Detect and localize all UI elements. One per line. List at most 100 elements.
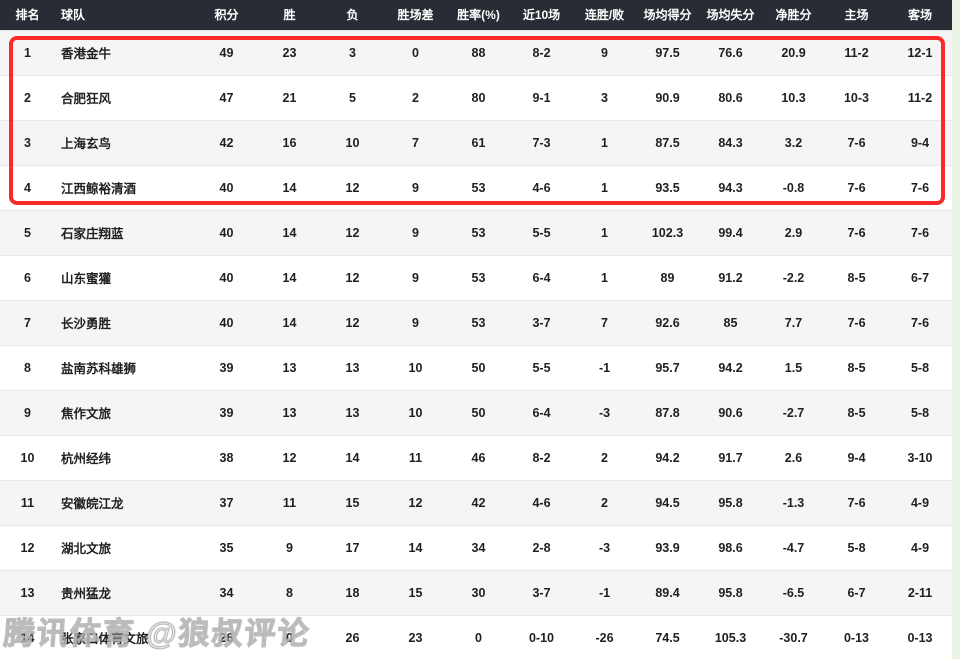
cell-avg_allowed: 90.6	[699, 389, 762, 435]
cell-losses: 13	[321, 344, 384, 390]
cell-games_behind: 9	[384, 299, 447, 345]
cell-rank: 14	[0, 614, 55, 659]
cell-away_record: 7-6	[888, 209, 952, 255]
cell-avg_scored: 87.5	[636, 119, 699, 165]
cell-games_behind: 12	[384, 479, 447, 525]
cell-avg_scored: 89	[636, 254, 699, 300]
cell-win_pct: 50	[447, 344, 510, 390]
cell-rank: 13	[0, 569, 55, 615]
cell-home_record: 7-6	[825, 479, 888, 525]
cell-losses: 12	[321, 299, 384, 345]
cell-last10: 3-7	[510, 569, 573, 615]
cell-losses: 12	[321, 164, 384, 210]
cell-wins: 13	[258, 344, 321, 390]
cell-wins: 14	[258, 164, 321, 210]
cell-games_behind: 10	[384, 389, 447, 435]
cell-games_behind: 9	[384, 164, 447, 210]
cell-avg_scored: 94.2	[636, 434, 699, 480]
cell-avg_scored: 87.8	[636, 389, 699, 435]
cell-losses: 13	[321, 389, 384, 435]
cell-last10: 5-5	[510, 209, 573, 255]
team-name-cell: 张家口体育文旅	[55, 614, 195, 659]
cell-avg_allowed: 98.6	[699, 524, 762, 570]
cell-point_diff: -0.8	[762, 164, 825, 210]
cell-point_diff: -30.7	[762, 614, 825, 659]
cell-point_diff: -1.3	[762, 479, 825, 525]
column-header-point_diff: 净胜分	[762, 0, 825, 30]
cell-win_pct: 42	[447, 479, 510, 525]
table-row-team-1: 1 香港金牛 49 23 3 0 88 8-2 9 97.5 76.6 20.9 11-2 12-1	[0, 29, 952, 75]
cell-avg_allowed: 95.8	[699, 479, 762, 525]
cell-home_record: 8-5	[825, 254, 888, 300]
cell-streak: -26	[573, 614, 636, 659]
cell-avg_allowed: 80.6	[699, 74, 762, 120]
cell-point_diff: 7.7	[762, 299, 825, 345]
cell-losses: 17	[321, 524, 384, 570]
cell-losses: 10	[321, 119, 384, 165]
cell-win_pct: 53	[447, 164, 510, 210]
team-name-cell: 上海玄鸟	[55, 119, 195, 165]
cell-points: 40	[195, 254, 258, 300]
cell-avg_allowed: 91.2	[699, 254, 762, 300]
team-name-cell: 石家庄翔蓝	[55, 209, 195, 255]
cell-rank: 7	[0, 299, 55, 345]
cell-streak: 3	[573, 74, 636, 120]
table-row-team-9: 9 焦作文旅 39 13 13 10 50 6-4 -3 87.8 90.6 -2.7 8-5 5-8	[0, 389, 952, 435]
cell-wins: 0	[258, 614, 321, 659]
cell-streak: 9	[573, 29, 636, 75]
cell-point_diff: 2.9	[762, 209, 825, 255]
cell-rank: 9	[0, 389, 55, 435]
cell-win_pct: 80	[447, 74, 510, 120]
cell-rank: 8	[0, 344, 55, 390]
team-name-cell: 贵州猛龙	[55, 569, 195, 615]
team-name-cell: 湖北文旅	[55, 524, 195, 570]
cell-away_record: 5-8	[888, 389, 952, 435]
cell-streak: -3	[573, 389, 636, 435]
cell-away_record: 0-13	[888, 614, 952, 659]
cell-home_record: 10-3	[825, 74, 888, 120]
cell-losses: 12	[321, 254, 384, 300]
cell-last10: 0-10	[510, 614, 573, 659]
cell-avg_allowed: 76.6	[699, 29, 762, 75]
cell-rank: 4	[0, 164, 55, 210]
cell-home_record: 7-6	[825, 119, 888, 165]
cell-points: 26	[195, 614, 258, 659]
team-name-cell: 安徽皖江龙	[55, 479, 195, 525]
cell-point_diff: 10.3	[762, 74, 825, 120]
cell-last10: 4-6	[510, 479, 573, 525]
cell-rank: 1	[0, 29, 55, 75]
cell-away_record: 6-7	[888, 254, 952, 300]
cell-last10: 7-3	[510, 119, 573, 165]
team-name-cell: 焦作文旅	[55, 389, 195, 435]
cell-away_record: 4-9	[888, 524, 952, 570]
cell-avg_scored: 102.3	[636, 209, 699, 255]
table-row-team-12: 12 湖北文旅 35 9 17 14 34 2-8 -3 93.9 98.6 -4.7 5-8 4-9	[0, 524, 952, 570]
cell-streak: 1	[573, 254, 636, 300]
cell-wins: 14	[258, 299, 321, 345]
cell-away_record: 3-10	[888, 434, 952, 480]
cell-wins: 21	[258, 74, 321, 120]
cell-point_diff: 20.9	[762, 29, 825, 75]
cell-away_record: 7-6	[888, 164, 952, 210]
cell-win_pct: 53	[447, 209, 510, 255]
cell-home_record: 6-7	[825, 569, 888, 615]
column-header-points: 积分	[195, 0, 258, 30]
cell-avg_scored: 89.4	[636, 569, 699, 615]
column-header-team: 球队	[55, 0, 195, 30]
cell-away_record: 5-8	[888, 344, 952, 390]
team-name-cell: 香港金牛	[55, 29, 195, 75]
cell-games_behind: 10	[384, 344, 447, 390]
cell-points: 40	[195, 209, 258, 255]
cell-last10: 5-5	[510, 344, 573, 390]
table-row-team-4: 4 江西鲸裕清酒 40 14 12 9 53 4-6 1 93.5 94.3 -0.8 7-6 7-6	[0, 164, 952, 210]
column-header-losses: 负	[321, 0, 384, 30]
cell-win_pct: 53	[447, 254, 510, 300]
cell-losses: 12	[321, 209, 384, 255]
cell-avg_allowed: 105.3	[699, 614, 762, 659]
cell-games_behind: 9	[384, 209, 447, 255]
cell-win_pct: 50	[447, 389, 510, 435]
cell-points: 42	[195, 119, 258, 165]
cell-wins: 13	[258, 389, 321, 435]
cell-last10: 3-7	[510, 299, 573, 345]
